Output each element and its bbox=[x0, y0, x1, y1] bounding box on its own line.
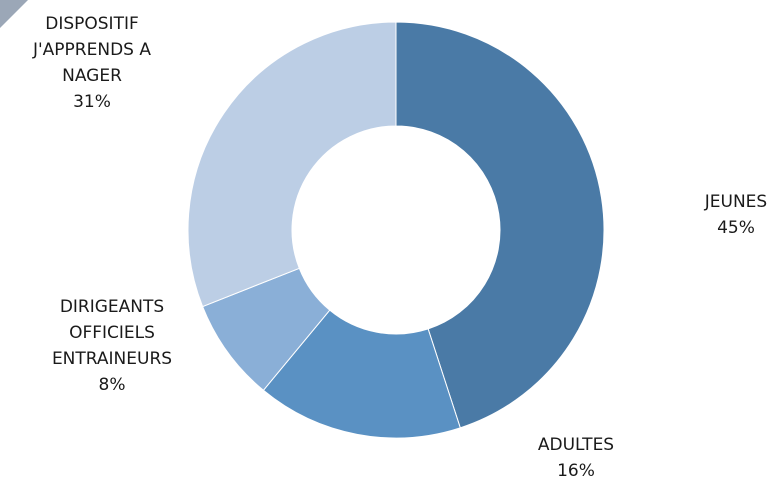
donut-slice bbox=[187, 21, 397, 308]
slice-percent-label: 31% bbox=[73, 92, 111, 112]
slice-category-label: OFFICIELS bbox=[69, 323, 155, 343]
donut-slice bbox=[395, 21, 605, 429]
slice-category-label: J'APPRENDS A bbox=[32, 40, 151, 60]
labels-group: JEUNES 45% ADULTES 16% DIRIGEANTS OFFICIELS EN… bbox=[32, 14, 767, 481]
slices-group bbox=[187, 21, 605, 439]
donut-slice bbox=[262, 309, 461, 439]
slice-category-label: DISPOSITIF bbox=[45, 14, 139, 34]
slice-category-label: NAGER bbox=[62, 66, 122, 86]
slice-category-label: DIRIGEANTS bbox=[60, 297, 164, 317]
corner-decoration bbox=[0, 0, 28, 28]
slice-label: ADULTES 16% bbox=[538, 435, 614, 481]
slice-label: JEUNES 45% bbox=[704, 192, 767, 238]
slice-percent-label: 8% bbox=[99, 375, 126, 395]
slice-category-label: ENTRAINEURS bbox=[52, 349, 172, 369]
slice-label: DIRIGEANTS OFFICIELS ENTRAINEURS 8% bbox=[52, 297, 172, 395]
slice-category-label: ADULTES bbox=[538, 435, 614, 455]
slice-label: DISPOSITIF J'APPRENDS A NAGER 31% bbox=[32, 14, 151, 112]
slice-percent-label: 16% bbox=[557, 461, 595, 481]
slice-percent-label: 45% bbox=[717, 218, 755, 238]
slice-category-label: JEUNES bbox=[704, 192, 767, 212]
